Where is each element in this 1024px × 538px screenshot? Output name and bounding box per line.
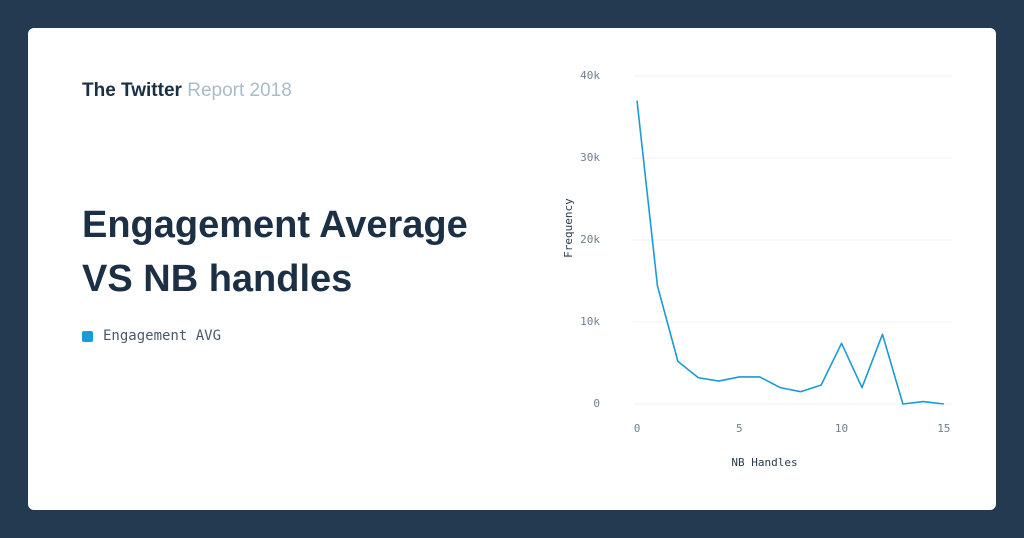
card: The Twitter Report 2018 Engagement Avera…: [28, 28, 996, 510]
chart-title: Engagement Average VS NB handles: [82, 204, 468, 300]
brand: The Twitter Report 2018: [82, 80, 292, 102]
x-tick-label: 0: [634, 422, 641, 435]
y-axis-label: Frequency: [562, 198, 575, 258]
x-tick-label: 5: [736, 422, 743, 435]
brand-name: The Twitter: [82, 80, 182, 101]
x-tick-label: 10: [835, 422, 848, 435]
report-name: Report 2018: [187, 80, 292, 101]
legend-label: Engagement AVG: [103, 328, 222, 344]
y-tick-label: 40k: [580, 69, 600, 82]
x-axis-label: NB Handles: [731, 456, 797, 469]
x-tick-label: 15: [937, 422, 950, 435]
legend-swatch: [82, 330, 93, 342]
y-tick-label: 0: [593, 397, 600, 410]
legend: Engagement AVG: [82, 328, 221, 344]
y-tick-label: 20k: [580, 233, 600, 246]
y-tick-label: 10k: [580, 315, 600, 328]
y-tick-label: 30k: [580, 151, 600, 164]
line: [636, 100, 944, 405]
